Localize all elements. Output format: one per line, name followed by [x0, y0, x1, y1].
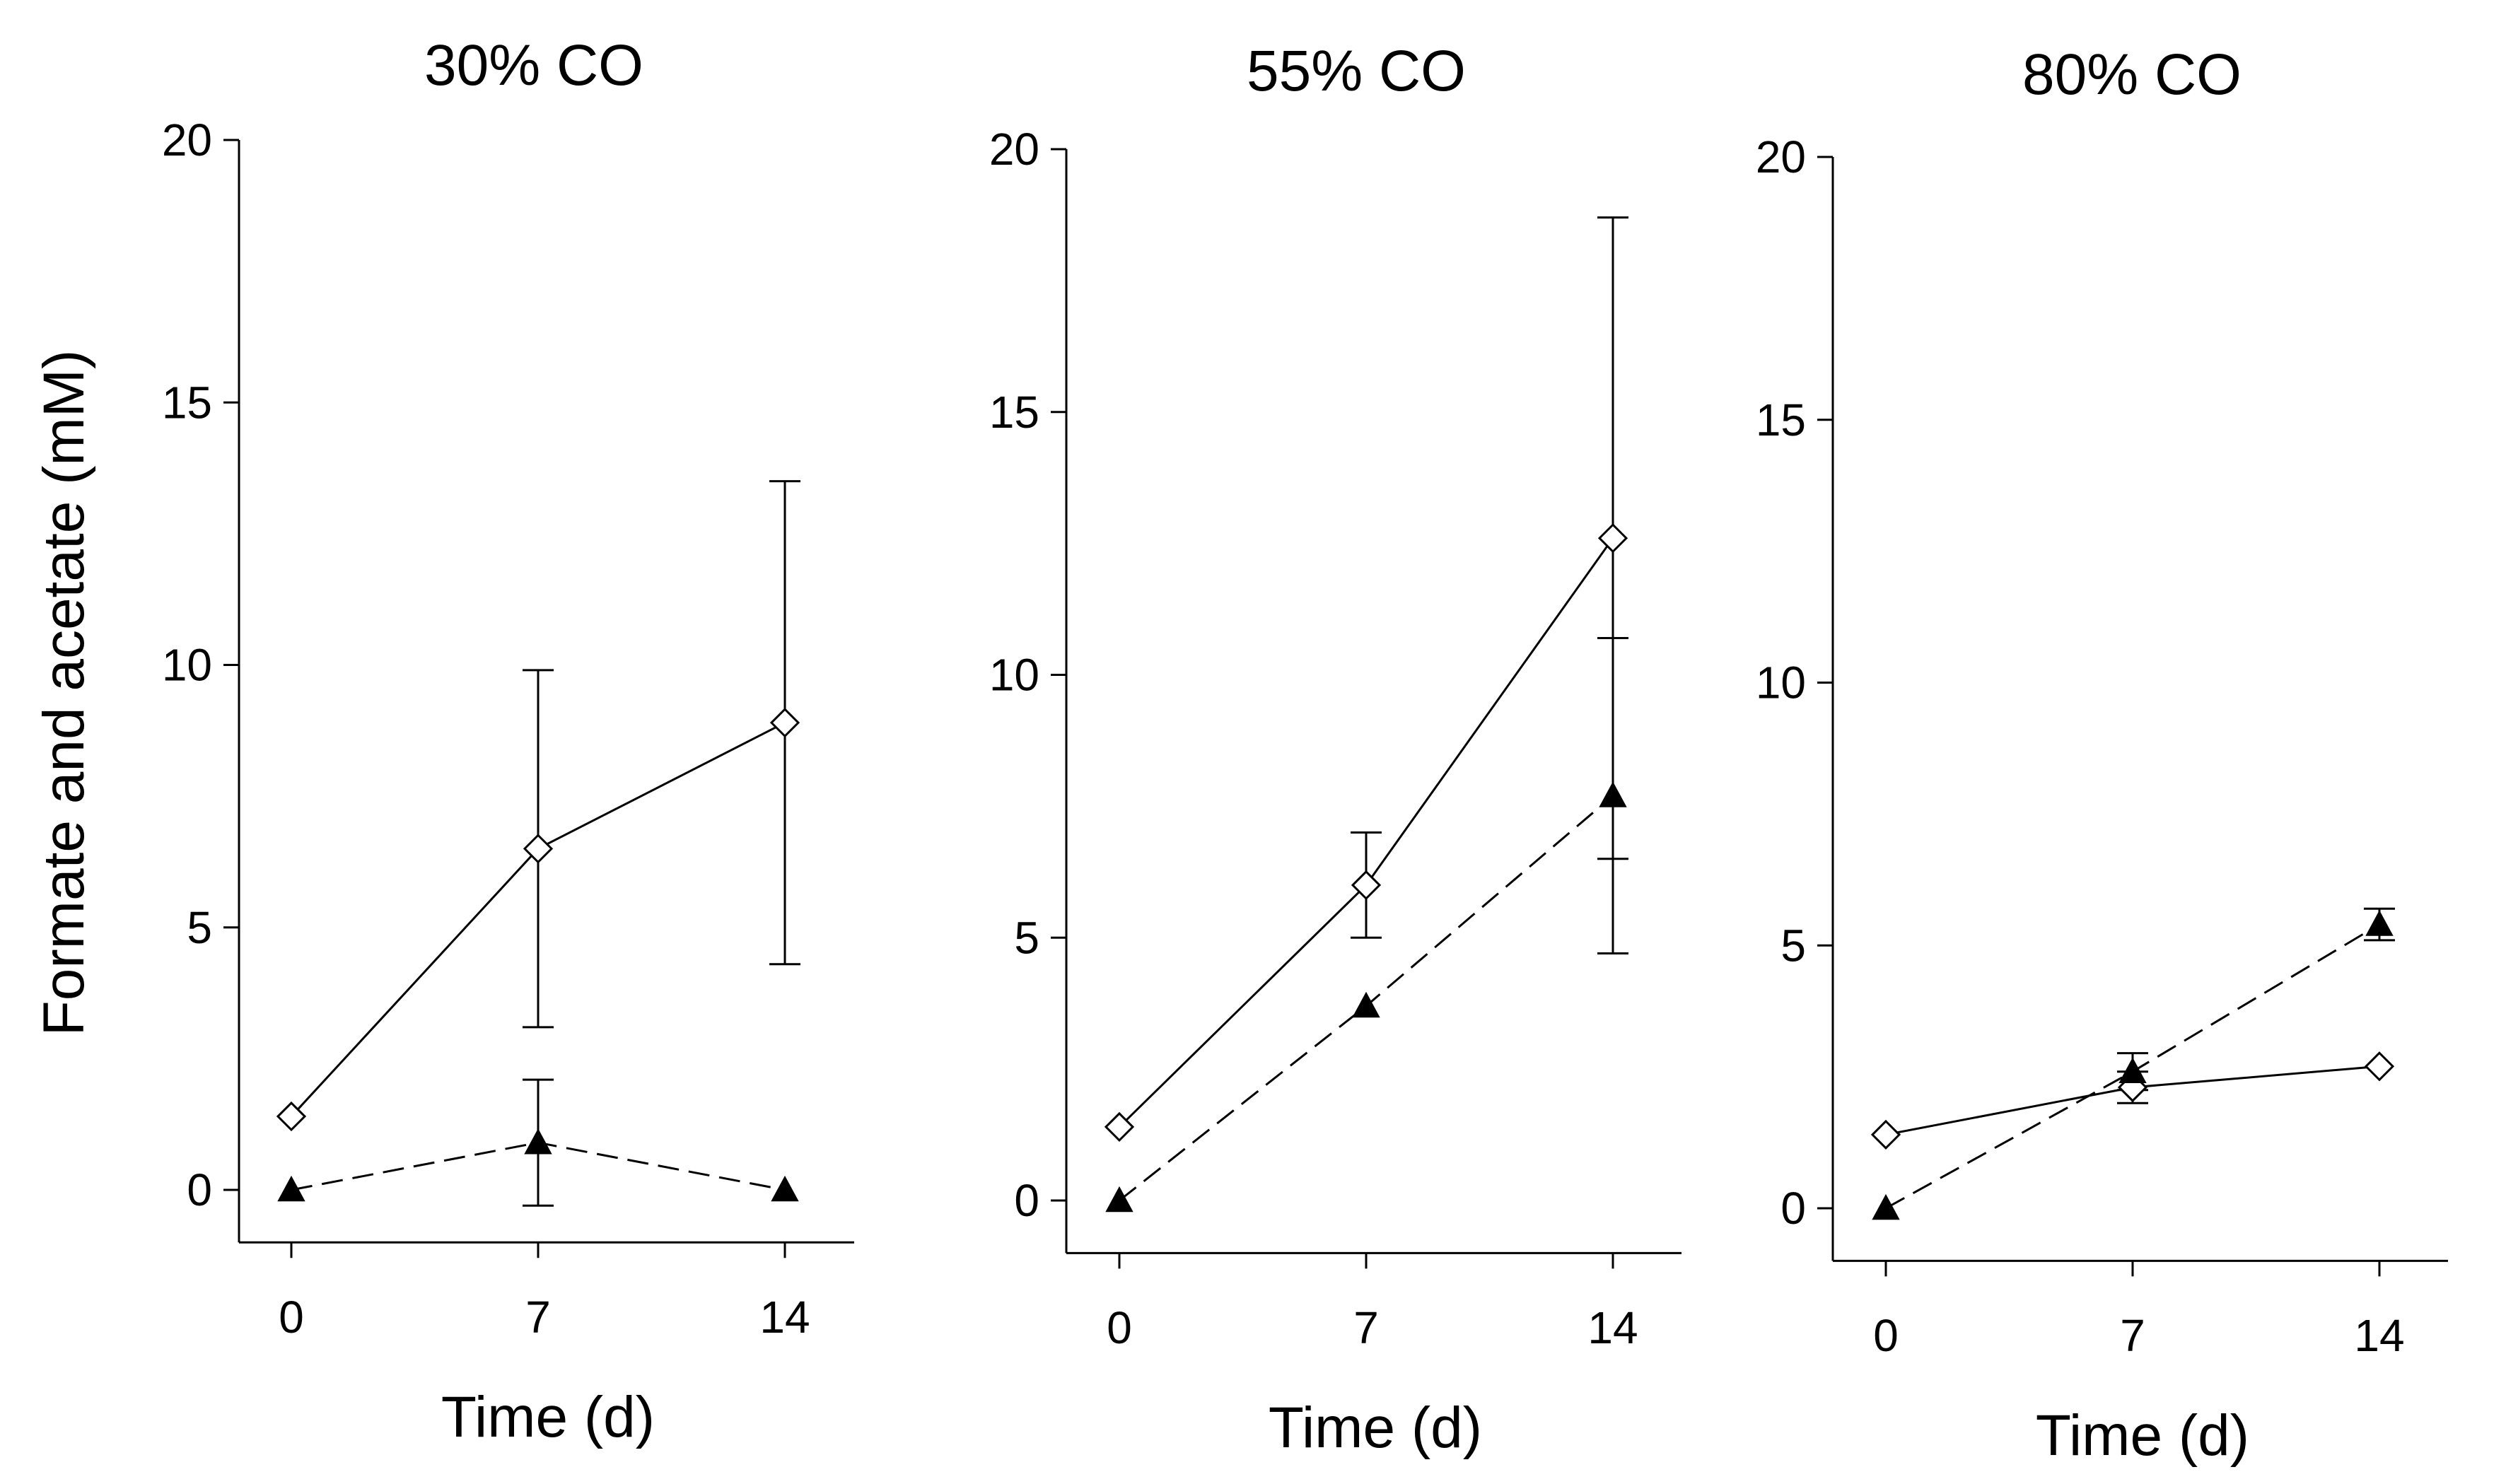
y-tick-label: 0 [1780, 1183, 1806, 1234]
data-point-diamond [276, 1101, 307, 1132]
data-point-triangle [771, 1175, 799, 1202]
y-axis-label: Formate and acetate (mM) [32, 350, 96, 1036]
data-point-diamond [1104, 1111, 1135, 1143]
x-tick-label: 0 [1107, 1302, 1132, 1353]
y-tick-label: 15 [1756, 395, 1806, 445]
data-point-triangle [1599, 781, 1627, 807]
data-point-triangle [277, 1175, 305, 1202]
data-point-triangle [524, 1128, 552, 1155]
x-tick-label: 14 [1587, 1302, 1638, 1353]
x-tick-label: 7 [2120, 1310, 2145, 1361]
y-tick-label: 0 [187, 1164, 212, 1215]
y-tick-label: 5 [1014, 912, 1039, 963]
chart-title: 80% CO [2022, 42, 2242, 107]
chart-panel-3: 80% CO 0 5 10 15 20 0 7 14 Time (d) [1756, 42, 2448, 1468]
data-point-triangle [1872, 1193, 1900, 1220]
y-tick-label: 15 [162, 377, 212, 428]
data-point-triangle [1352, 991, 1380, 1018]
data-point-triangle [2365, 910, 2394, 936]
y-tick-label: 10 [989, 650, 1039, 701]
x-tick-label: 14 [759, 1292, 810, 1343]
chart-panel-1: 30% CO 0 5 10 15 20 0 7 14 Time (d) [162, 33, 854, 1449]
data-point-triangle [1105, 1186, 1133, 1213]
x-axis-label: Time (d) [2036, 1403, 2249, 1468]
x-tick-label: 0 [279, 1292, 304, 1343]
data-point-diamond [2364, 1051, 2395, 1082]
y-tick-label: 10 [1756, 658, 1806, 708]
data-point-diamond [1597, 523, 1628, 554]
x-tick-label: 7 [1353, 1302, 1379, 1353]
chart-title: 55% CO [1247, 39, 1466, 103]
x-axis-label: Time (d) [1269, 1396, 1482, 1460]
y-tick-label: 20 [162, 115, 212, 165]
y-tick-label: 20 [1756, 132, 1806, 182]
y-tick-label: 15 [989, 387, 1039, 438]
data-point-triangle [2118, 1057, 2147, 1083]
chart-title: 30% CO [424, 33, 643, 98]
data-point-diamond [1351, 870, 1382, 901]
y-tick-label: 5 [187, 902, 212, 953]
y-tick-label: 10 [162, 640, 212, 691]
y-tick-label: 20 [989, 124, 1039, 175]
data-point-diamond [769, 708, 800, 738]
x-tick-label: 7 [525, 1292, 551, 1343]
data-point-diamond [1870, 1119, 1901, 1150]
x-tick-label: 0 [1873, 1310, 1899, 1361]
x-axis-label: Time (d) [441, 1385, 655, 1449]
y-tick-label: 0 [1014, 1175, 1039, 1226]
data-point-diamond [523, 834, 554, 864]
chart-panel-2: 55% CO 0 5 10 15 20 0 7 14 Time (d) [989, 39, 1681, 1460]
x-tick-label: 14 [2354, 1310, 2404, 1361]
y-tick-label: 5 [1780, 920, 1806, 971]
